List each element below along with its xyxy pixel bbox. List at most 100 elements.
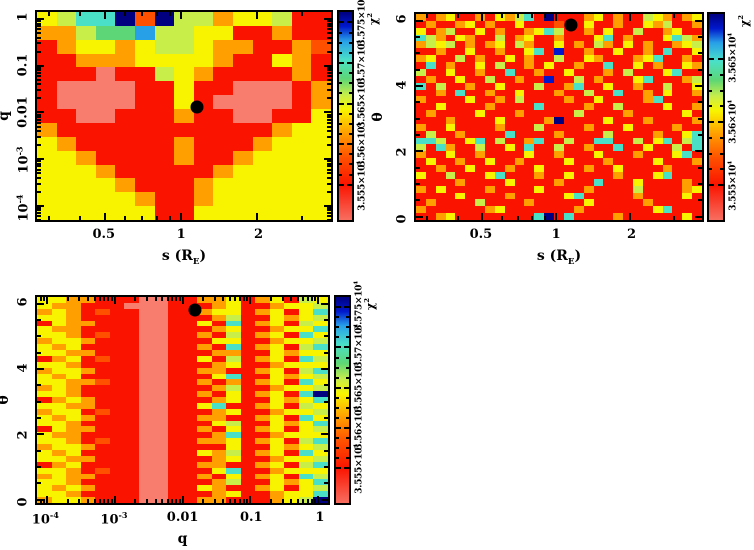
heatmap-cell	[425, 55, 436, 63]
heatmap-cell	[95, 379, 110, 386]
heatmap-cell	[109, 379, 125, 386]
heatmap-cell	[534, 199, 545, 207]
heatmap-cell	[153, 497, 168, 503]
heatmap-cell	[435, 130, 446, 138]
heatmap-cell	[138, 326, 154, 333]
heatmap-cell	[95, 414, 110, 421]
heatmap-cell	[109, 467, 125, 474]
heatmap-cell	[455, 75, 466, 83]
heatmap-cell	[269, 473, 285, 480]
heatmap-cell	[211, 450, 227, 456]
heatmap-cell	[51, 314, 67, 321]
heatmap-cell	[485, 89, 495, 97]
heatmap-cell	[269, 320, 285, 327]
heatmap-cell	[213, 206, 233, 220]
heatmap-cell	[284, 450, 299, 456]
heatmap-cell	[672, 178, 683, 186]
heatmap-cell	[632, 199, 643, 207]
heatmap-cell	[298, 450, 314, 456]
heatmap-cell	[226, 385, 241, 392]
heatmap-cell	[583, 123, 594, 131]
heatmap-cell	[435, 62, 446, 69]
heatmap-s-vs-q	[35, 10, 333, 222]
heatmap-cell	[662, 178, 673, 186]
heatmap-cell	[174, 95, 194, 110]
heatmap-cell	[494, 137, 505, 145]
heatmap-cell	[255, 314, 270, 321]
heatmap-cell	[240, 302, 256, 309]
heatmap-cell	[298, 338, 314, 345]
heatmap-cell	[182, 479, 198, 486]
heatmap-cell	[37, 164, 57, 179]
heatmap-cell	[672, 137, 683, 145]
heatmap-cell	[416, 144, 426, 152]
heatmap-cell	[51, 308, 67, 315]
heatmap-cell	[37, 53, 57, 68]
colorbar-tick	[339, 92, 342, 95]
heatmap-cell	[109, 450, 125, 456]
heatmap-cell	[138, 314, 154, 321]
heatmap-cell	[613, 213, 624, 220]
heatmap-cell	[692, 68, 702, 76]
heatmap-cell	[135, 67, 155, 82]
heatmap-cell	[154, 67, 175, 82]
heatmap-cell	[255, 408, 270, 415]
heatmap-cell	[167, 485, 183, 492]
heatmap-cell	[213, 67, 233, 82]
heatmap-cell	[80, 326, 96, 333]
heatmap-cell	[272, 192, 292, 207]
heatmap-cell	[109, 497, 125, 503]
heatmap-cell	[313, 373, 328, 380]
heatmap-cell	[682, 199, 693, 207]
heatmap-cell	[573, 48, 584, 56]
heatmap-cell	[95, 122, 116, 137]
heatmap-cell	[153, 467, 168, 474]
heatmap-cell	[174, 81, 194, 96]
heatmap-cell	[583, 68, 594, 76]
heatmap-cell	[313, 473, 328, 480]
heatmap-cell	[291, 164, 312, 179]
heatmap-cell	[298, 402, 314, 409]
heatmap-cell	[425, 20, 436, 28]
heatmap-cell	[504, 117, 515, 124]
y-axis-label: θ	[0, 395, 12, 404]
heatmap-cell	[197, 444, 212, 451]
heatmap-cell	[425, 34, 436, 42]
heatmap-cell	[213, 109, 233, 123]
heatmap-cell	[603, 89, 614, 97]
colorbar-tick	[336, 356, 339, 359]
heatmap-cell	[672, 123, 683, 131]
heatmap-cell	[66, 414, 81, 421]
heatmap-cell	[37, 349, 52, 356]
colorbar-tick	[336, 466, 341, 469]
heatmap-cell	[240, 344, 256, 350]
heatmap-cell	[115, 109, 135, 123]
heatmap-cell	[51, 497, 67, 503]
heatmap-cell	[623, 185, 633, 193]
heatmap-cell	[66, 361, 81, 368]
heatmap-cell	[56, 39, 77, 54]
heatmap-cell	[80, 391, 96, 398]
colorbar-tick	[339, 143, 344, 146]
heatmap-cell	[613, 68, 624, 76]
heatmap-cell	[37, 438, 52, 445]
heatmap-cell	[504, 75, 515, 83]
heatmap-cell	[56, 25, 77, 40]
heatmap-cell	[514, 151, 525, 159]
heatmap-cell	[692, 55, 702, 63]
heatmap-cell	[692, 82, 702, 90]
heatmap-cell	[255, 455, 270, 462]
heatmap-cell	[475, 41, 486, 49]
heatmap-cell	[485, 137, 495, 145]
heatmap-cell	[272, 12, 292, 26]
heatmap-cell	[524, 123, 535, 131]
heatmap-cell	[445, 151, 456, 159]
heatmap-cell	[193, 122, 214, 137]
heatmap-cell	[240, 397, 256, 403]
heatmap-cell	[255, 355, 270, 362]
heatmap-cell	[435, 20, 446, 28]
heatmap-cell	[313, 485, 328, 492]
best-fit-marker	[190, 100, 204, 114]
heatmap-cell	[182, 367, 198, 374]
heatmap-cell	[240, 361, 256, 368]
